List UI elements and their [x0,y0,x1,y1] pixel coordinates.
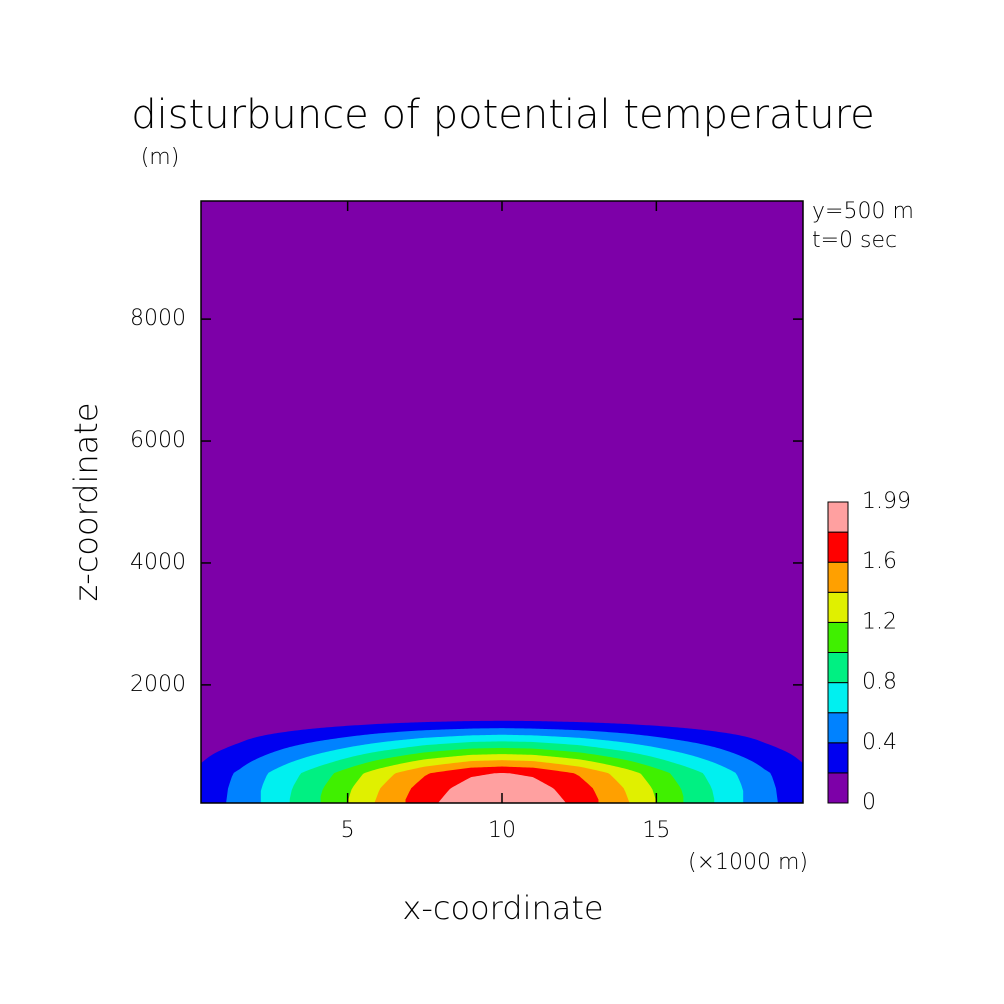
colorbar-swatch [827,772,849,804]
colorbar-swatch [827,531,849,563]
annotation: t=0 sec [812,228,897,253]
contour-plot [201,201,803,803]
contour-band [438,772,566,803]
colorbar-label: 1.99 [862,489,911,514]
y-tick-label: 6000 [130,428,186,453]
x-tick-label: 15 [642,818,670,843]
y-tick-label: 2000 [130,672,186,697]
colorbar-swatch [827,591,849,623]
colorbar-label: 0.8 [862,670,897,695]
colorbar-label: 1.6 [862,549,897,574]
x-tick-label: 10 [488,818,516,843]
colorbar-swatch [827,742,849,774]
colorbar-swatch [827,682,849,714]
y-tick-label: 8000 [130,306,186,331]
x-tick-label: 5 [341,818,355,843]
y-axis-label: z-coordinate [67,402,105,601]
chart-title: disturbunce of potential temperature [131,92,875,138]
colorbar-swatch [827,561,849,593]
colorbar-label: 0 [862,790,876,815]
colorbar-label: 1.2 [862,609,897,634]
colorbar-label: 0.4 [862,730,897,755]
y-unit: (m) [141,145,180,170]
y-tick-label: 4000 [130,550,186,575]
x-axis-label: x-coordinate [402,889,603,927]
colorbar-swatch [827,501,849,533]
annotation: y=500 m [812,199,914,224]
colorbar-swatch [827,621,849,654]
colorbar-swatch [827,652,849,684]
x-unit: (×1000 m) [688,850,808,875]
colorbar-swatch [827,712,849,744]
contour-band [201,201,803,803]
